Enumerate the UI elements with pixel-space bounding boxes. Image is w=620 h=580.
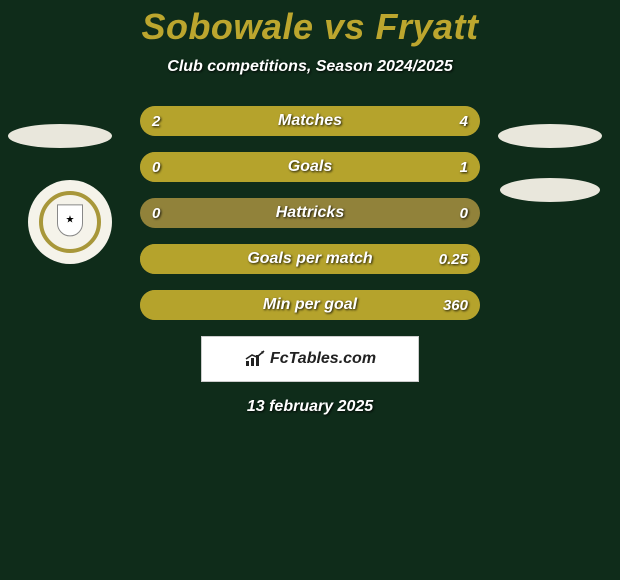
brand-badge[interactable]: FcTables.com xyxy=(201,336,419,382)
stats-list: 24Matches 01Goals 00Hattricks 0.25Goals per… xyxy=(140,106,480,320)
stat-row: 0.25Goals per match xyxy=(140,244,480,274)
page-title: Sobowale vs Fryatt xyxy=(0,6,620,48)
stat-label: Matches xyxy=(140,106,480,136)
team-slot-left-1 xyxy=(8,124,112,148)
chart-icon xyxy=(244,350,266,368)
brand-text: FcTables.com xyxy=(270,350,376,368)
club-crest: ★ xyxy=(28,180,112,264)
stat-label: Goals xyxy=(140,152,480,182)
stat-row: 00Hattricks xyxy=(140,198,480,228)
stat-row: 01Goals xyxy=(140,152,480,182)
stat-label: Hattricks xyxy=(140,198,480,228)
page-subtitle: Club competitions, Season 2024/2025 xyxy=(0,58,620,76)
team-slot-right-2 xyxy=(500,178,600,202)
stat-row: 24Matches xyxy=(140,106,480,136)
stat-row: 360Min per goal xyxy=(140,290,480,320)
date-text: 13 february 2025 xyxy=(0,398,620,416)
team-slot-right-1 xyxy=(498,124,602,148)
stat-label: Min per goal xyxy=(140,290,480,320)
stat-label: Goals per match xyxy=(140,244,480,274)
